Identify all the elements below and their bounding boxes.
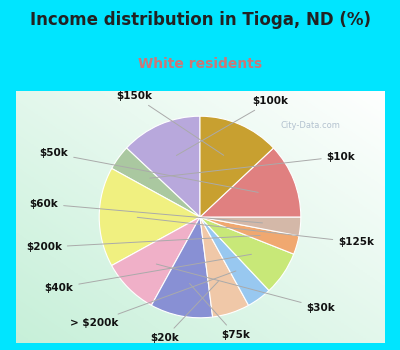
Wedge shape: [112, 217, 200, 305]
Text: > $200k: > $200k: [70, 271, 236, 328]
Wedge shape: [152, 217, 213, 318]
Text: White residents: White residents: [138, 57, 262, 71]
Wedge shape: [126, 116, 200, 217]
Wedge shape: [200, 217, 248, 317]
Text: $150k: $150k: [116, 91, 224, 155]
Wedge shape: [200, 217, 301, 236]
Text: $200k: $200k: [26, 236, 260, 252]
Text: $10k: $10k: [150, 152, 356, 178]
Wedge shape: [200, 217, 294, 290]
Wedge shape: [200, 148, 301, 217]
Text: $75k: $75k: [190, 284, 250, 340]
Text: City-Data.com: City-Data.com: [281, 121, 341, 130]
Wedge shape: [200, 217, 299, 254]
Wedge shape: [99, 168, 200, 266]
Text: $50k: $50k: [40, 148, 258, 193]
Text: $60k: $60k: [29, 199, 262, 223]
Text: $40k: $40k: [44, 254, 252, 293]
Text: $100k: $100k: [176, 96, 288, 155]
Text: Income distribution in Tioga, ND (%): Income distribution in Tioga, ND (%): [30, 11, 370, 29]
Wedge shape: [112, 148, 200, 217]
Text: $125k: $125k: [137, 217, 374, 247]
Wedge shape: [200, 217, 269, 305]
Wedge shape: [200, 116, 274, 217]
Text: $30k: $30k: [156, 264, 335, 313]
Text: $20k: $20k: [150, 281, 218, 343]
